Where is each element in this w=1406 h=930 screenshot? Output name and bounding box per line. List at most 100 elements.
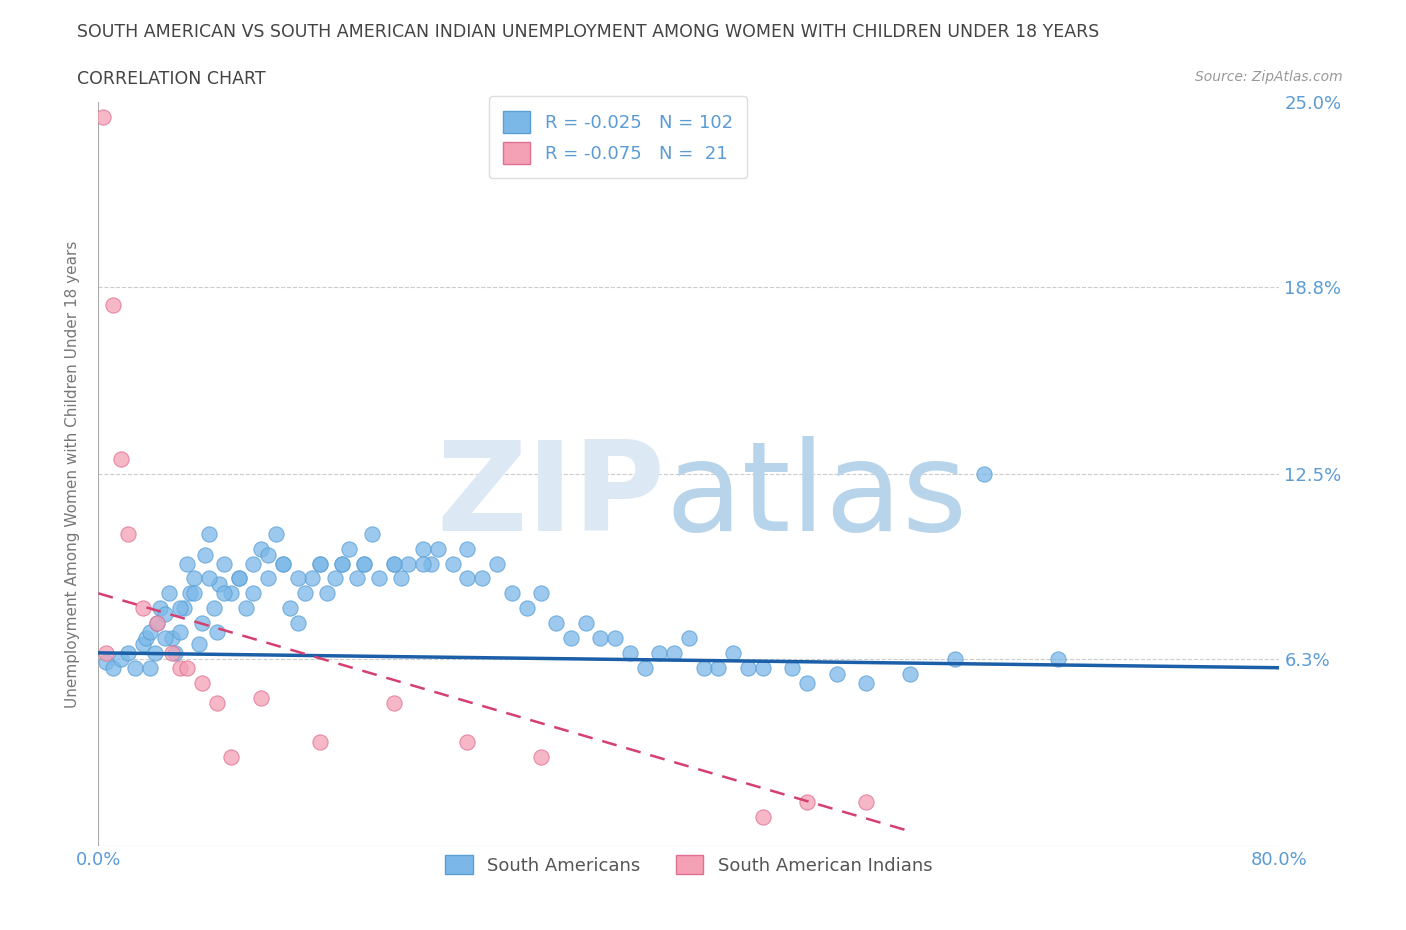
Point [242,556,264,571]
Point [353,556,375,571]
Point [664,645,686,660]
Point [124,660,146,675]
Point [330,556,353,571]
Point [575,616,598,631]
Point [132,636,155,651]
Point [271,556,294,571]
Point [110,651,132,666]
Point [287,616,309,631]
Point [173,601,195,616]
Point [516,601,538,616]
Point [110,452,132,467]
Point [149,601,172,616]
Point [678,631,700,645]
Point [117,645,139,660]
Point [900,666,922,681]
Point [707,660,730,675]
Point [242,586,264,601]
Point [194,547,217,562]
Point [228,571,250,586]
Point [280,601,302,616]
Point [221,750,243,764]
Point [825,666,848,681]
Point [693,660,716,675]
Point [316,586,339,601]
Point [419,556,441,571]
Point [176,660,198,675]
Point [169,625,191,640]
Point [398,556,420,571]
Text: SOUTH AMERICAN VS SOUTH AMERICAN INDIAN UNEMPLOYMENT AMONG WOMEN WITH CHILDREN U: SOUTH AMERICAN VS SOUTH AMERICAN INDIAN … [77,23,1099,41]
Point [162,645,183,660]
Point [94,645,117,660]
Point [723,645,745,660]
Point [648,645,671,660]
Point [309,735,332,750]
Point [176,556,198,571]
Point [339,541,361,556]
Point [752,809,775,824]
Point [205,696,228,711]
Point [605,631,627,645]
Point [796,675,818,690]
Point [412,556,434,571]
Point [501,586,523,601]
Point [132,601,155,616]
Point [169,660,191,675]
Point [153,606,176,621]
Point [139,625,162,640]
Point [782,660,804,675]
Point [257,571,280,586]
Point [294,586,316,601]
Point [183,586,205,601]
Point [183,571,205,586]
Point [1047,651,1070,666]
Point [353,556,375,571]
Point [103,660,125,675]
Text: CORRELATION CHART: CORRELATION CHART [77,70,266,87]
Point [103,298,125,312]
Point [212,586,235,601]
Point [382,696,405,711]
Point [146,616,169,631]
Point [441,556,464,571]
Point [187,636,209,651]
Point [228,571,250,586]
Point [162,631,183,645]
Point [165,645,187,660]
Point [796,794,818,809]
Point [212,556,235,571]
Point [855,675,877,690]
Point [346,571,368,586]
Point [205,625,228,640]
Point [309,556,332,571]
Point [257,547,280,562]
Point [412,541,434,556]
Point [382,556,405,571]
Point [530,586,553,601]
Point [389,571,412,586]
Point [169,601,191,616]
Point [943,651,966,666]
Point [457,541,479,556]
Point [235,601,257,616]
Point [146,616,169,631]
Point [179,586,201,601]
Point [330,556,353,571]
Point [198,526,221,541]
Point [287,571,309,586]
Legend: South Americans, South American Indians: South Americans, South American Indians [439,848,939,882]
Point [221,586,243,601]
Point [143,645,166,660]
Point [250,541,273,556]
Point [546,616,568,631]
Point [368,571,391,586]
Point [530,750,553,764]
Y-axis label: Unemployment Among Women with Children Under 18 years: Unemployment Among Women with Children U… [65,241,80,708]
Point [198,571,221,586]
Text: Source: ZipAtlas.com: Source: ZipAtlas.com [1195,70,1343,84]
Point [457,571,479,586]
Point [427,541,450,556]
Text: atlas: atlas [665,436,967,557]
Point [271,556,294,571]
